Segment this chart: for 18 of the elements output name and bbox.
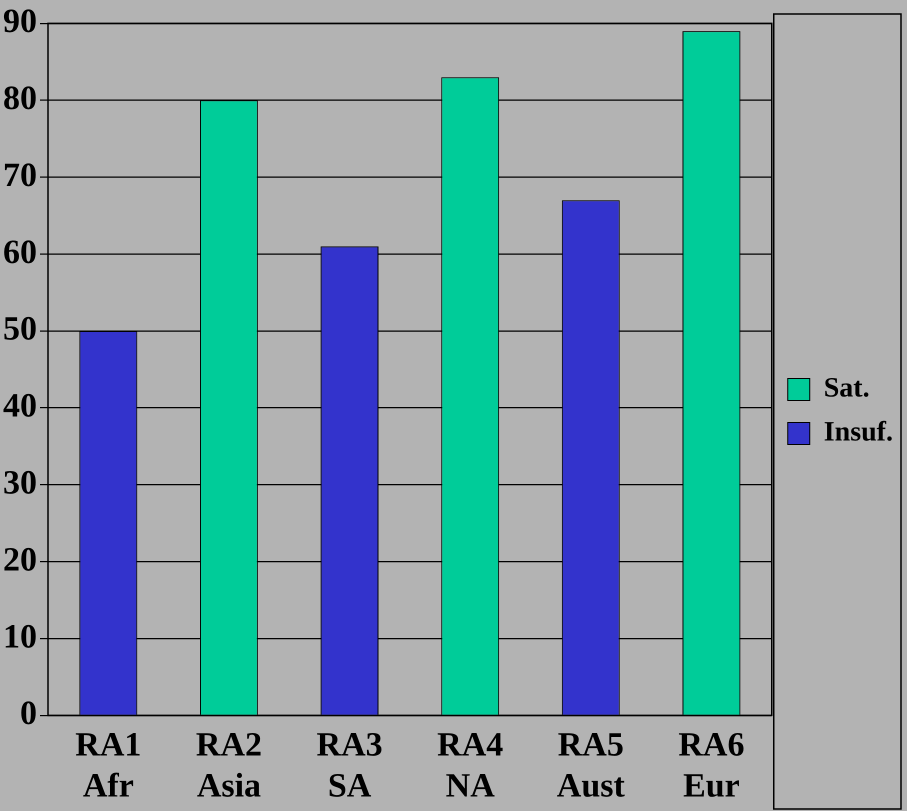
y-tick-label: 50 — [3, 310, 37, 348]
y-tick-label: 0 — [20, 695, 37, 732]
y-tick-label: 60 — [3, 234, 37, 271]
legend-label: Insuf. — [824, 416, 894, 448]
x-tick-label: RA4 NA — [437, 726, 504, 804]
y-tick-label: 30 — [3, 464, 37, 502]
y-tick-label: 70 — [3, 156, 37, 194]
legend-label: Sat. — [824, 372, 870, 404]
x-tick-label: RA2 Asia — [196, 726, 262, 804]
x-tick-label: RA3 SA — [316, 726, 383, 804]
y-tick-label: 80 — [3, 80, 37, 118]
y-tick-label: 10 — [3, 618, 37, 656]
x-tick-label: RA1 Afr — [75, 726, 142, 804]
y-tick-label: 20 — [3, 541, 37, 578]
y-tick-label: 90 — [3, 3, 37, 40]
x-tick-label: RA6 Eur — [678, 726, 744, 804]
y-tick-label: 40 — [3, 388, 37, 425]
x-tick-label: RA5 Aust — [556, 726, 626, 804]
